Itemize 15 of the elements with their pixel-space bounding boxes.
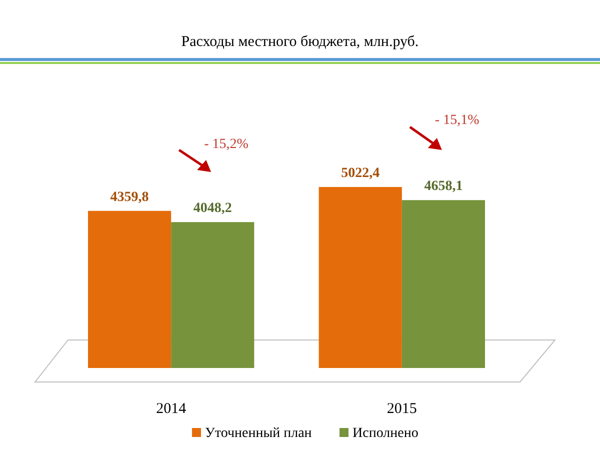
bar <box>318 187 402 368</box>
x-tick-label: 2015 <box>386 401 417 417</box>
chart-title: Расходы местного бюджета, млн.руб. <box>181 34 419 50</box>
bar <box>171 222 254 368</box>
text: - 15,1% <box>434 113 480 128</box>
bar <box>402 200 485 368</box>
data-label: 5022,4 <box>341 166 380 181</box>
legend-label: Исполнено <box>352 426 418 441</box>
x-tick-label: 2014 <box>156 401 187 417</box>
text: - 15,2% <box>204 137 249 152</box>
data-label: 4048,2 <box>193 201 232 216</box>
data-label: 4658,1 <box>424 179 463 194</box>
bar <box>88 210 172 368</box>
legend-label: Уточненный план <box>205 426 312 441</box>
data-label: 4359,8 <box>110 190 149 205</box>
